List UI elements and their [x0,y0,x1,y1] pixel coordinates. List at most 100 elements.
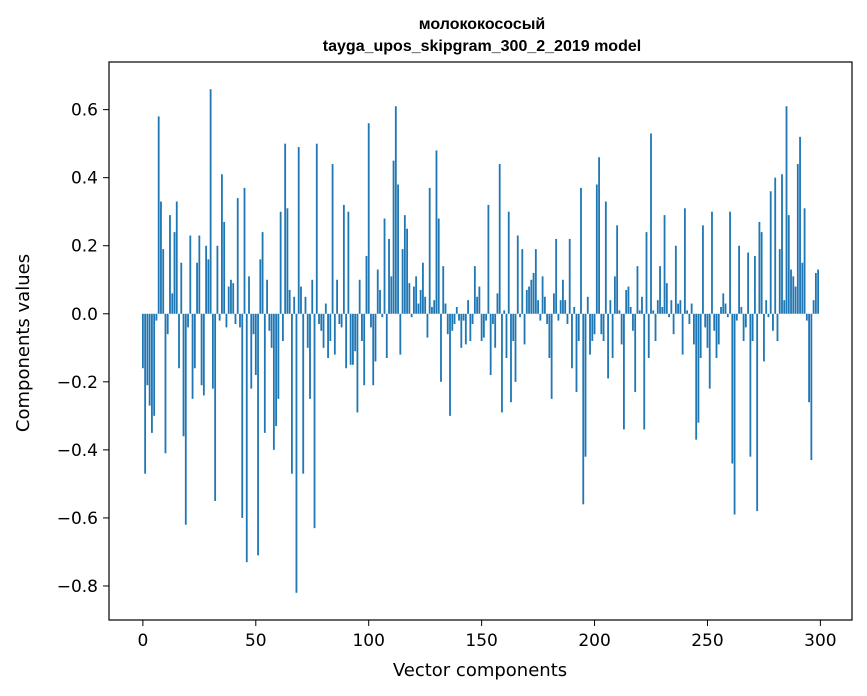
bar [704,313,707,328]
bar [514,313,517,382]
bar [532,272,535,314]
bar [372,313,375,386]
bar [141,313,144,369]
bar [444,303,447,314]
bar [295,313,298,593]
bar [252,313,255,335]
bar [744,313,747,328]
bar [254,313,257,376]
bar [363,313,366,386]
bar [580,187,582,314]
bar [202,313,205,396]
bar [153,313,156,416]
bar [381,313,384,318]
bar [451,313,454,331]
bar [230,279,232,314]
bar [417,303,420,314]
bar [388,238,390,314]
bar [250,313,253,389]
bar [223,221,226,314]
bar [309,313,311,399]
bar [656,300,659,314]
bar [462,313,465,321]
bar [476,296,479,314]
bar [376,269,379,314]
bar [464,313,467,345]
bar [288,289,291,314]
y-axis-ticks: −0.8 −0.6 −0.4 −0.2 0.0 0.2 0.4 0.6 [57,101,109,597]
bar [419,289,422,314]
bar [171,293,174,314]
bar [609,300,612,314]
bar [196,262,198,314]
bar [329,313,332,341]
bar [720,306,722,314]
bar [801,262,804,314]
bar [758,221,761,314]
bar [796,164,799,314]
bar [437,218,440,314]
bar [751,313,754,341]
bar [629,306,632,314]
bar [593,313,596,335]
bar [311,279,314,314]
bar [318,313,320,324]
x-tick-label: 50 [245,631,267,651]
bar [281,313,284,341]
bar [392,160,395,314]
bar [790,269,792,314]
bar [591,313,594,341]
bar [589,313,591,355]
bar [787,215,790,314]
bar [733,313,736,515]
bar [498,164,501,314]
bar [778,249,781,314]
bar [144,313,147,474]
bar [297,147,300,314]
bar [284,143,287,314]
bar [435,150,438,314]
bar [225,313,228,328]
bar [501,313,503,413]
bar [772,313,774,331]
bar [528,286,530,314]
bar [740,306,743,314]
bar [458,313,460,321]
bar [530,279,533,314]
bar [774,177,777,314]
bar [686,310,689,314]
y-tick-label: −0.4 [57,441,98,461]
bar [792,276,795,314]
bar [236,198,239,314]
bar [548,313,551,359]
bar [426,313,429,338]
bar [300,286,302,314]
x-tick-label: 150 [465,631,497,651]
bar [494,313,497,348]
bar [412,286,415,314]
bar [345,313,348,369]
bar [582,313,585,505]
bar [552,293,555,314]
y-tick-label: 0.2 [71,237,98,257]
bar [661,306,664,314]
bar [600,313,603,335]
bar [277,313,280,399]
bar [566,313,569,324]
bar [702,225,704,314]
bar [162,249,165,314]
bar [534,249,537,314]
bar [257,313,259,556]
bar [320,313,323,331]
bar [776,313,779,341]
bar [424,296,427,314]
bar [738,245,740,314]
bar [568,238,571,314]
bar [717,313,720,345]
bar [446,313,449,335]
bar [455,306,458,314]
bar [695,313,698,440]
bar [742,313,745,341]
bar [699,313,702,359]
bar [677,303,680,314]
